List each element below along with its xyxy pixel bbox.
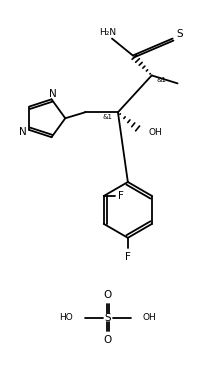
- Text: S: S: [105, 313, 111, 322]
- Text: OH: OH: [149, 128, 163, 137]
- Text: N: N: [20, 127, 27, 137]
- Text: H₂N: H₂N: [99, 28, 117, 37]
- Text: HO: HO: [60, 313, 73, 322]
- Text: F: F: [125, 252, 131, 262]
- Text: &1: &1: [157, 77, 167, 83]
- Text: F: F: [118, 191, 124, 201]
- Text: OH: OH: [143, 313, 157, 322]
- Text: O: O: [104, 289, 112, 300]
- Text: &1: &1: [103, 114, 113, 120]
- Text: N: N: [49, 89, 56, 99]
- Text: O: O: [104, 335, 112, 346]
- Text: S: S: [176, 28, 183, 39]
